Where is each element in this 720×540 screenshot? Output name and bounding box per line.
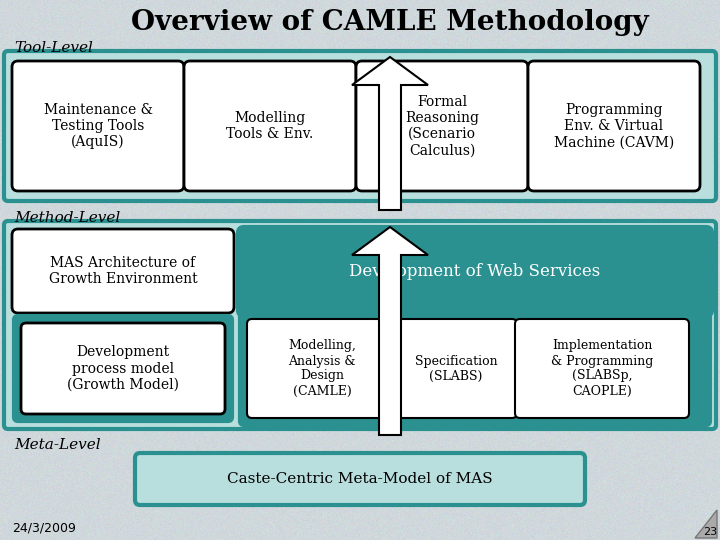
FancyBboxPatch shape [12,229,234,313]
FancyBboxPatch shape [184,61,356,191]
FancyBboxPatch shape [4,51,716,201]
Text: Overview of CAMLE Methodology: Overview of CAMLE Methodology [131,9,649,36]
Text: Programming
Env. & Virtual
Machine (CAVM): Programming Env. & Virtual Machine (CAVM… [554,103,674,149]
Text: Modelling,
Analysis &
Design
(CAMLE): Modelling, Analysis & Design (CAMLE) [288,340,356,397]
Text: 24/3/2009: 24/3/2009 [12,522,76,535]
Text: Implementation
& Programming
(SLABSp,
CAOPLE): Implementation & Programming (SLABSp, CA… [551,340,653,397]
FancyBboxPatch shape [238,227,712,316]
Text: MAS Architecture of
Growth Environment: MAS Architecture of Growth Environment [49,256,197,286]
Text: Maintenance &
Testing Tools
(AquIS): Maintenance & Testing Tools (AquIS) [43,103,153,150]
Text: Development
process model
(Growth Model): Development process model (Growth Model) [67,345,179,392]
FancyBboxPatch shape [14,316,232,421]
Polygon shape [352,227,428,435]
FancyBboxPatch shape [4,221,716,429]
FancyBboxPatch shape [21,323,225,414]
Text: Specification
(SLABS): Specification (SLABS) [415,354,498,382]
Text: Formal
Reasoning
(Scenario
Calculus): Formal Reasoning (Scenario Calculus) [405,94,479,157]
Polygon shape [352,57,428,210]
Text: 23: 23 [703,527,717,537]
FancyBboxPatch shape [247,319,397,418]
FancyBboxPatch shape [515,319,689,418]
Text: Development of Web Services: Development of Web Services [349,263,600,280]
Text: Caste-Centric Meta-Model of MAS: Caste-Centric Meta-Model of MAS [228,472,492,486]
FancyBboxPatch shape [356,61,528,191]
Text: Tool-Level: Tool-Level [14,41,93,55]
FancyBboxPatch shape [240,312,710,425]
FancyBboxPatch shape [395,319,517,418]
FancyBboxPatch shape [12,61,184,191]
Text: Modelling
Tools & Env.: Modelling Tools & Env. [226,111,314,141]
FancyBboxPatch shape [528,61,700,191]
Text: Method-Level: Method-Level [14,211,120,225]
Text: Meta-Level: Meta-Level [14,438,101,452]
Polygon shape [695,510,717,538]
FancyBboxPatch shape [135,453,585,505]
